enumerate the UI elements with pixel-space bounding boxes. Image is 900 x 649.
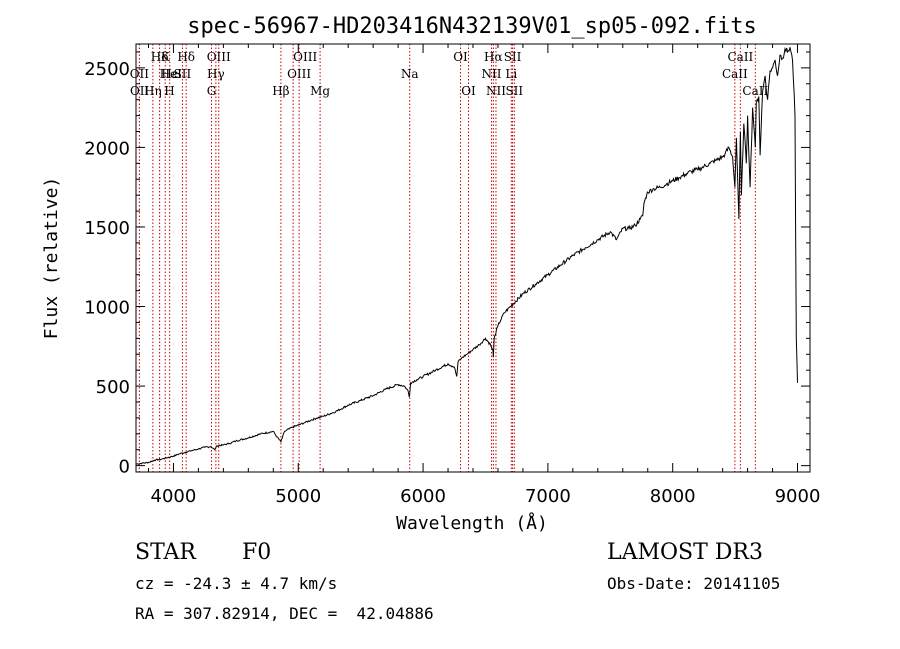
observation-date: Obs-Date: 20141105 xyxy=(607,574,781,593)
line-marker-label: Hδ xyxy=(151,50,169,64)
y-tick-label: 2000 xyxy=(84,138,130,159)
line-marker-label: Hδ xyxy=(177,50,195,64)
line-marker-label: Hγ xyxy=(207,67,225,81)
y-tick-label: 1500 xyxy=(84,218,130,239)
line-marker-label: H xyxy=(164,84,174,98)
chart-title: spec-56967-HD203416N432139V01_sp05-092.f… xyxy=(187,14,757,39)
x-axis-label: Wavelength (Å) xyxy=(396,512,548,534)
plot-frame xyxy=(135,43,811,473)
y-tick-label: 2500 xyxy=(84,59,130,80)
line-marker-label: Hε xyxy=(161,67,178,81)
line-marker-label: Hβ xyxy=(272,84,289,98)
y-tick-label: 500 xyxy=(96,377,130,398)
x-axis: 4000 5000 6000 7000 8000 9000 xyxy=(147,44,821,507)
line-marker-label: OII xyxy=(130,84,150,98)
spectrum-line xyxy=(136,46,798,465)
y-tick-label: 0 xyxy=(119,457,130,478)
x-tick-label: 7000 xyxy=(525,486,571,507)
line-marker-label: Hα xyxy=(484,50,503,64)
line-marker-label: CaII xyxy=(722,67,748,81)
line-marker-label: OII xyxy=(130,67,150,81)
line-marker-label: OI xyxy=(461,84,476,98)
line-marker-label: Hη xyxy=(144,84,162,98)
line-marker-label: Na xyxy=(401,67,419,81)
line-marker-label: K xyxy=(161,50,171,64)
line-marker-label: OI xyxy=(453,50,468,64)
x-tick-label: 9000 xyxy=(775,486,821,507)
spectrum-chart: spec-56967-HD203416N432139V01_sp05-092.f… xyxy=(41,14,821,534)
x-tick-label: 6000 xyxy=(400,486,446,507)
y-tick-label: 1000 xyxy=(84,298,130,319)
line-marker-label: NII xyxy=(486,84,506,98)
line-marker-label: NII xyxy=(481,67,501,81)
object-type: STAR xyxy=(135,540,196,565)
line-marker-label: CaII xyxy=(727,50,753,64)
y-axis: 0 500 1000 1500 2000 2500 xyxy=(84,51,810,478)
line-marker-rules xyxy=(138,44,756,472)
line-marker-label: OIII xyxy=(293,50,317,64)
line-marker-label: Mg xyxy=(310,84,330,98)
line-marker-label: G xyxy=(207,84,217,98)
line-marker-label: CaII xyxy=(742,84,768,98)
survey-name: LAMOST DR3 xyxy=(607,540,763,565)
x-tick-label: 8000 xyxy=(650,486,696,507)
line-marker-label: SII xyxy=(505,84,523,98)
line-marker-label: SII xyxy=(504,50,522,64)
x-tick-label: 4000 xyxy=(151,486,197,507)
redshift-cz: cz = -24.3 ± 4.7 km/s xyxy=(135,574,338,593)
spectral-subclass: F0 xyxy=(242,540,272,565)
line-marker-label: Li xyxy=(505,67,517,81)
line-marker-label: SII xyxy=(174,67,192,81)
x-tick-label: 5000 xyxy=(275,486,321,507)
coordinates: RA = 307.82914, DEC = 42.04886 xyxy=(135,604,434,623)
y-axis-label: Flux (relative) xyxy=(41,177,62,340)
line-marker-label: OIII xyxy=(207,50,231,64)
line-marker-label: HeI xyxy=(160,67,183,81)
line-marker-label: OIII xyxy=(287,67,311,81)
